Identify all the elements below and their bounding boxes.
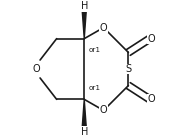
Text: H: H	[81, 127, 88, 137]
Text: O: O	[100, 105, 107, 115]
Text: S: S	[125, 64, 132, 74]
Text: O: O	[147, 34, 155, 44]
Text: or1: or1	[89, 85, 101, 91]
Text: O: O	[100, 23, 107, 33]
Polygon shape	[82, 8, 86, 39]
Text: H: H	[81, 1, 88, 11]
Polygon shape	[82, 99, 86, 130]
Text: O: O	[147, 94, 155, 104]
Text: or1: or1	[89, 47, 101, 53]
Text: O: O	[32, 64, 40, 74]
